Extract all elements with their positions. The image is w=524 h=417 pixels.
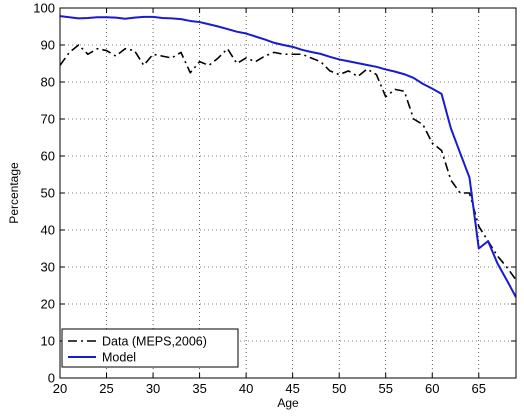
y-tick-label: 70 <box>41 112 55 127</box>
x-tick-label: 65 <box>472 381 486 396</box>
y-axis-label: Percentage <box>7 162 21 224</box>
y-tick-label: 60 <box>41 149 55 164</box>
x-tick-label: 55 <box>378 381 392 396</box>
legend: Data (MEPS,2006) Model <box>61 328 239 368</box>
y-tick-label: 30 <box>41 260 55 275</box>
y-tick-label: 90 <box>41 38 55 53</box>
data-series-line <box>60 44 516 281</box>
model-series-line <box>60 15 516 298</box>
y-tick-label: 100 <box>33 1 55 16</box>
legend-box <box>61 328 239 368</box>
y-tick-label: 0 <box>48 371 55 386</box>
series-lines <box>60 15 516 298</box>
y-tick-label: 40 <box>41 223 55 238</box>
legend-label-model: Model <box>102 351 136 365</box>
x-tick-label: 40 <box>239 381 253 396</box>
y-tick-label: 20 <box>41 297 55 312</box>
tick-labels: 20 25 30 35 40 45 50 55 60 65 0 10 20 30 40 50 60 70 80 90 1… <box>33 1 486 397</box>
y-tick-label: 50 <box>41 186 55 201</box>
x-tick-label: 20 <box>53 381 67 396</box>
grid <box>60 8 516 378</box>
x-axis-label: Age <box>277 396 299 410</box>
plot-frame <box>59 7 517 379</box>
x-tick-label: 35 <box>192 381 206 396</box>
x-tick-label: 60 <box>425 381 439 396</box>
legend-label-data: Data (MEPS,2006) <box>102 335 207 349</box>
x-tick-label: 45 <box>285 381 299 396</box>
x-tick-label: 50 <box>332 381 346 396</box>
x-tick-label: 30 <box>146 381 160 396</box>
x-tick-label: 25 <box>99 381 113 396</box>
y-tick-label: 10 <box>41 334 55 349</box>
y-tick-label: 80 <box>41 75 55 90</box>
